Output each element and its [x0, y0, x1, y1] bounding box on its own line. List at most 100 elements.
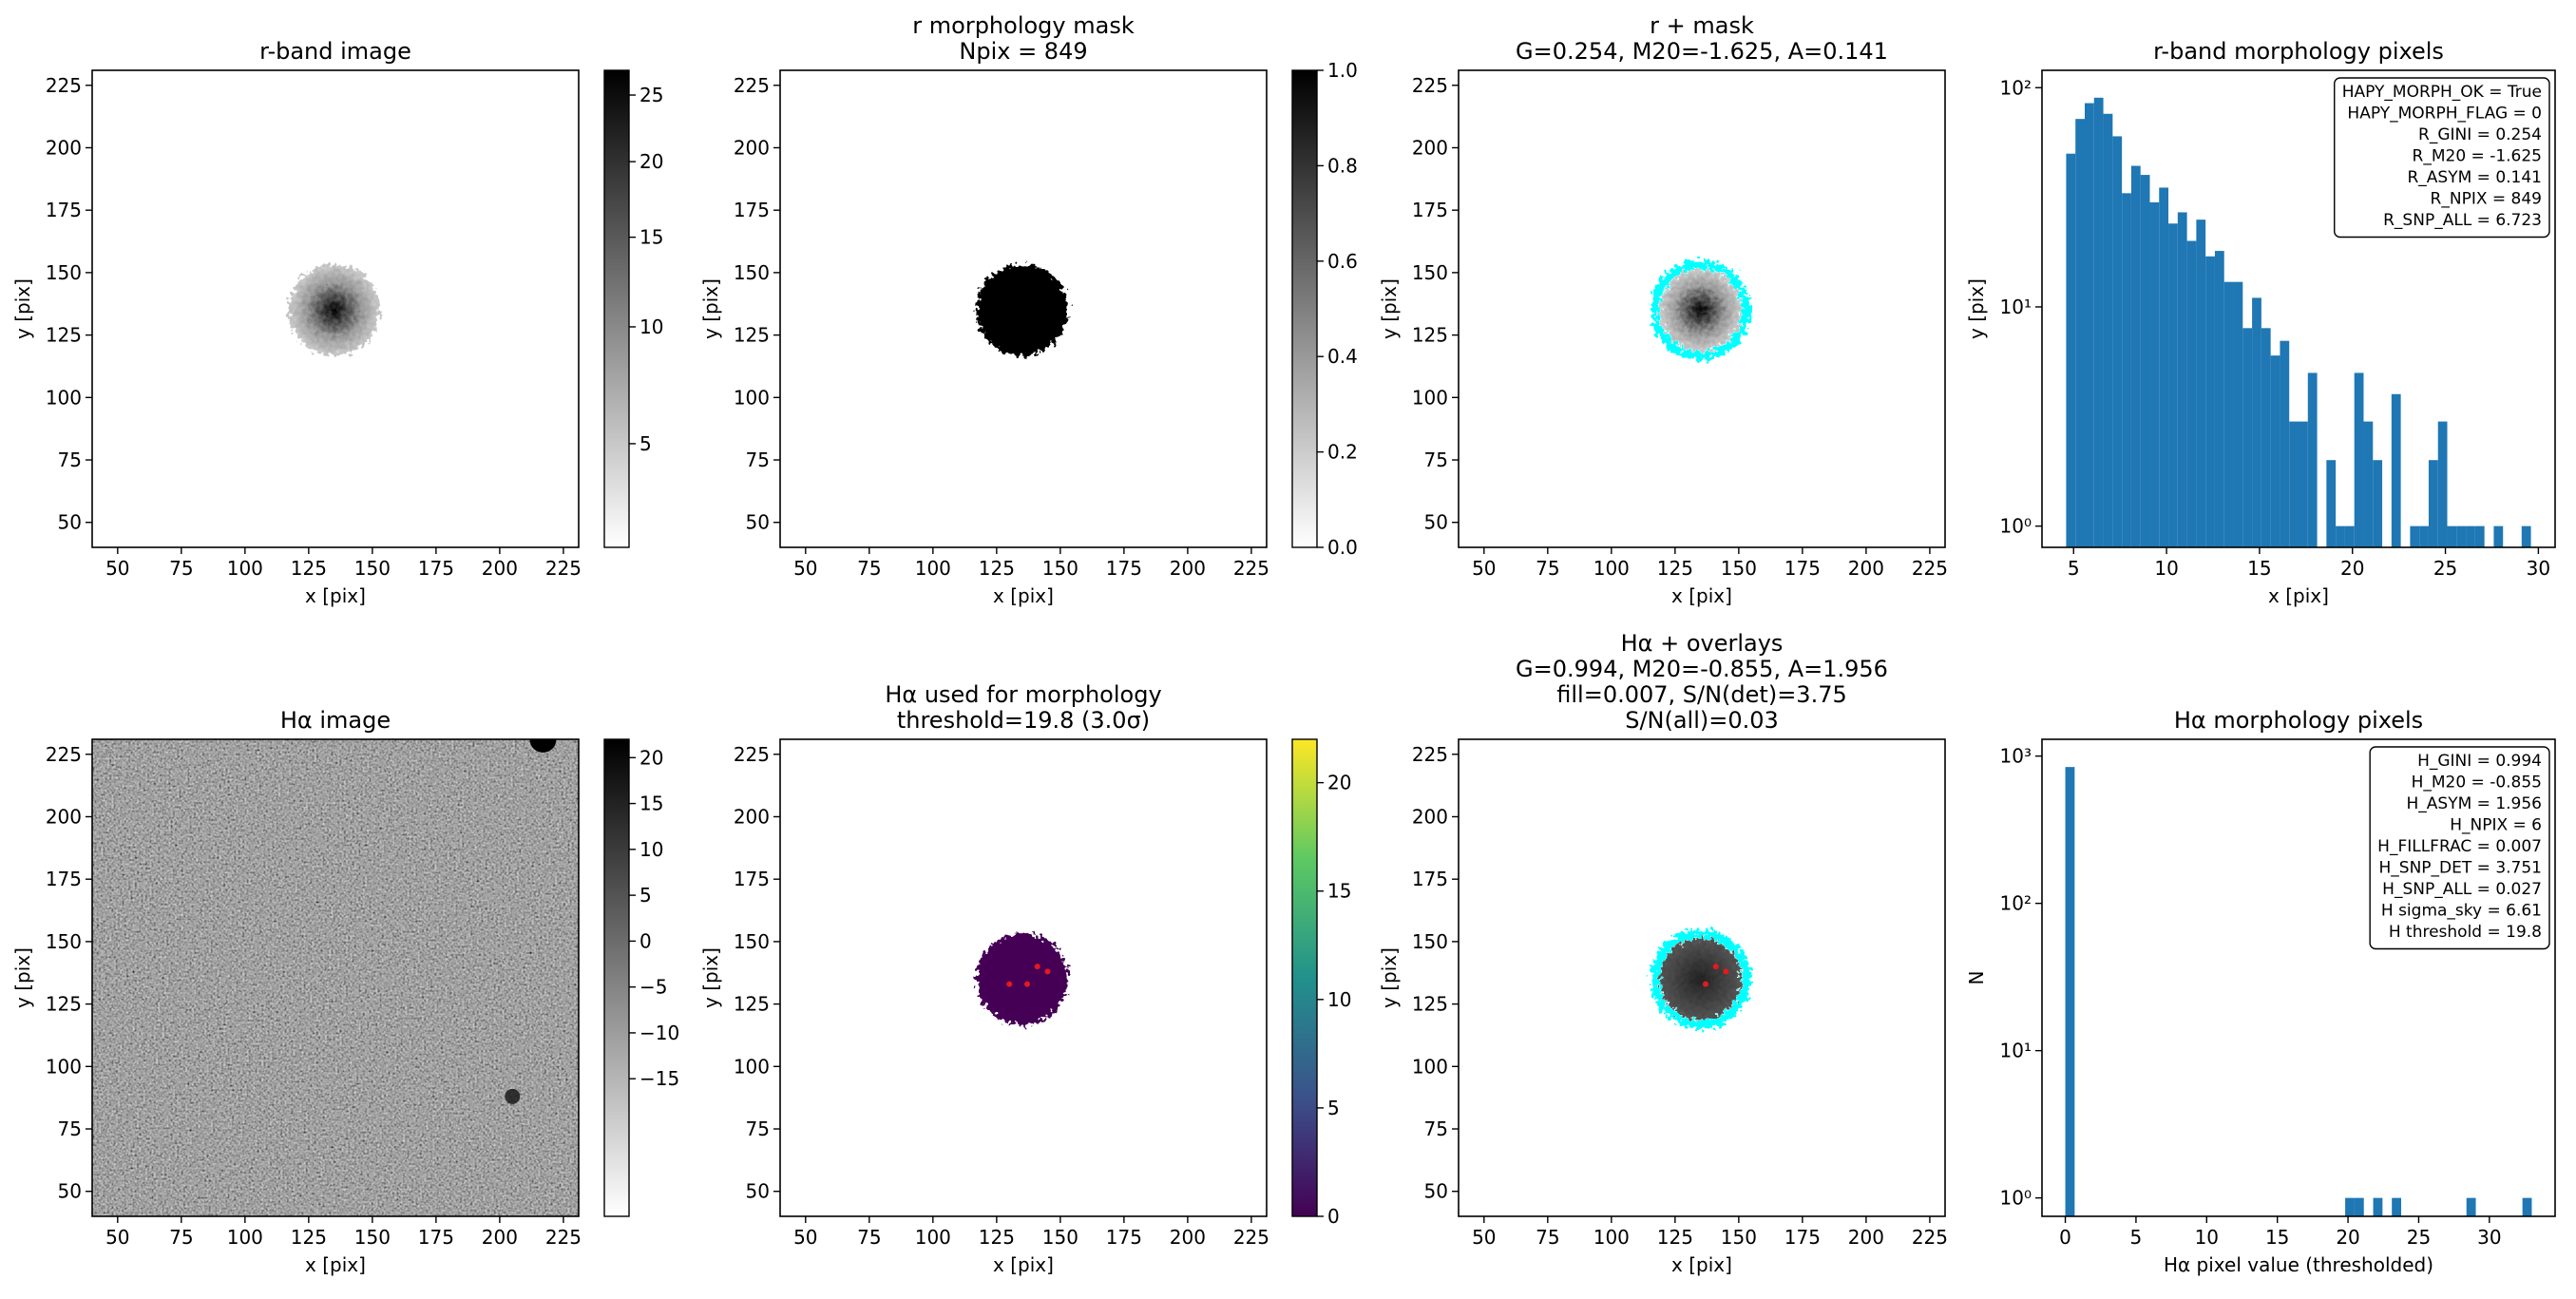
annotation-text: H threshold = 19.8	[2389, 923, 2542, 942]
histogram-bar	[2410, 525, 2420, 547]
y-tick-label: 125	[46, 324, 82, 347]
y-tick-label: 175	[734, 868, 770, 890]
mask-outline	[1650, 259, 1751, 361]
bright-pixel	[1006, 981, 1013, 987]
y-tick-label: 225	[734, 74, 770, 97]
x-tick-label: 75	[857, 1226, 881, 1249]
x-tick-label: 200	[482, 1226, 518, 1249]
x-axis-label: x [pix]	[305, 584, 366, 607]
histogram-bar	[2252, 297, 2261, 547]
colorbar-tick-label: 5	[639, 432, 652, 455]
x-tick-label: 75	[1536, 557, 1559, 580]
x-tick-label: 125	[1657, 1226, 1693, 1249]
x-tick-label: 15	[2265, 1226, 2289, 1249]
histogram-bar	[2130, 165, 2141, 547]
histogram-bar	[2242, 328, 2253, 547]
x-tick-label: 175	[1106, 557, 1142, 580]
mask	[976, 264, 1068, 356]
histogram-bar	[2307, 373, 2318, 547]
bright-pixel	[1024, 981, 1031, 987]
y-tick-label: 150	[46, 261, 82, 284]
x-tick-label: 50	[105, 1226, 129, 1249]
colorbar-tick-label: 0.2	[1327, 441, 1358, 464]
y-tick-label: 100	[734, 386, 770, 409]
histogram-bar	[2186, 240, 2197, 547]
x-tick-label: 225	[545, 557, 582, 580]
y-tick-label: 175	[1412, 199, 1448, 221]
histogram-bar	[2075, 119, 2085, 547]
chart-title: r + mask	[1650, 12, 1754, 39]
x-tick-label: 150	[1042, 557, 1078, 580]
x-tick-label: 100	[1593, 557, 1630, 580]
histogram-bar	[2280, 340, 2290, 547]
histogram-bar	[2085, 103, 2094, 547]
y-tick-label: 50	[58, 511, 82, 534]
histogram-bar	[2093, 97, 2104, 547]
x-tick-label: 150	[354, 1226, 391, 1249]
y-tick-label: 100	[1412, 1055, 1448, 1078]
y-tick-label: 175	[46, 868, 82, 890]
histogram-bar	[2373, 460, 2383, 547]
histogram-bar	[2428, 460, 2438, 547]
x-tick-label: 50	[1472, 1226, 1496, 1249]
y-tick-label: 125	[1412, 993, 1448, 1016]
y-tick-label: 75	[1424, 449, 1448, 471]
annotation-text: H sigma_sky = 6.61	[2381, 902, 2542, 921]
y-tick-label: 10¹	[2000, 1040, 2032, 1062]
annotation-text: HAPY_MORPH_FLAG = 0	[2347, 105, 2542, 124]
y-tick-label: 225	[1412, 743, 1448, 766]
y-axis-label: y [pix]	[699, 947, 722, 1008]
colorbar-tick-label: −5	[639, 976, 667, 999]
histogram-bar	[2122, 193, 2131, 547]
x-tick-label: 225	[1233, 557, 1269, 580]
annotation-text: HAPY_MORPH_OK = True	[2342, 83, 2542, 102]
y-axis-label: y [pix]	[1965, 278, 1988, 339]
colorbar-tick-label: 15	[639, 226, 663, 249]
histogram-bar	[2196, 220, 2206, 547]
y-tick-label: 10²	[2000, 76, 2032, 99]
y-tick-label: 50	[746, 1180, 770, 1203]
colorbar	[603, 69, 630, 548]
y-tick-label: 100	[734, 1055, 770, 1078]
plot-area	[92, 70, 579, 547]
colorbar-tick-label: 10	[639, 315, 663, 338]
axes-frame	[91, 69, 580, 548]
chart-title: Npix = 849	[959, 38, 1087, 65]
y-tick-label: 100	[46, 386, 82, 409]
x-tick-label: 100	[227, 1226, 263, 1249]
x-tick-label: 50	[793, 557, 817, 580]
y-tick-label: 75	[1424, 1118, 1448, 1140]
y-tick-label: 10²	[2000, 892, 2032, 915]
annotation-text: H_M20 = -0.855	[2412, 774, 2542, 793]
annotation-text: H_SNP_ALL = 0.027	[2382, 880, 2542, 899]
galaxy	[288, 264, 380, 356]
x-axis-label: x [pix]	[305, 1253, 366, 1276]
colorbar-tick-label: −15	[639, 1067, 679, 1090]
bright-pixel	[1712, 964, 1719, 970]
histogram-bar	[2456, 525, 2467, 547]
colorbar-tick-label: 10	[639, 838, 663, 861]
y-tick-label: 10¹	[2000, 296, 2032, 318]
histogram-bar	[2474, 525, 2485, 547]
x-axis-label: x [pix]	[1671, 584, 1732, 607]
chart-title: Hα image	[280, 707, 391, 734]
y-tick-label: 125	[1412, 324, 1448, 347]
x-tick-label: 150	[1042, 1226, 1078, 1249]
x-tick-label: 25	[2407, 1226, 2431, 1249]
histogram-bar	[2326, 460, 2337, 547]
y-tick-label: 175	[46, 199, 82, 221]
annotation-text: H_SNP_DET = 3.751	[2379, 859, 2542, 878]
chart-title: Hα used for morphology	[885, 681, 1161, 708]
colorbar-tick-label: 5	[1327, 1097, 1340, 1119]
x-axis-label: x [pix]	[993, 584, 1054, 607]
x-tick-label: 20	[2336, 1226, 2359, 1249]
chart-title: Hα morphology pixels	[2174, 707, 2423, 734]
histogram-bar	[2466, 525, 2475, 547]
histogram-bar	[2233, 281, 2243, 547]
histogram-bar	[2205, 256, 2215, 547]
y-tick-label: 150	[46, 930, 82, 953]
y-tick-label: 225	[734, 743, 770, 766]
x-tick-label: 175	[418, 1226, 454, 1249]
annotation-text: H_NPIX = 6	[2450, 816, 2542, 835]
